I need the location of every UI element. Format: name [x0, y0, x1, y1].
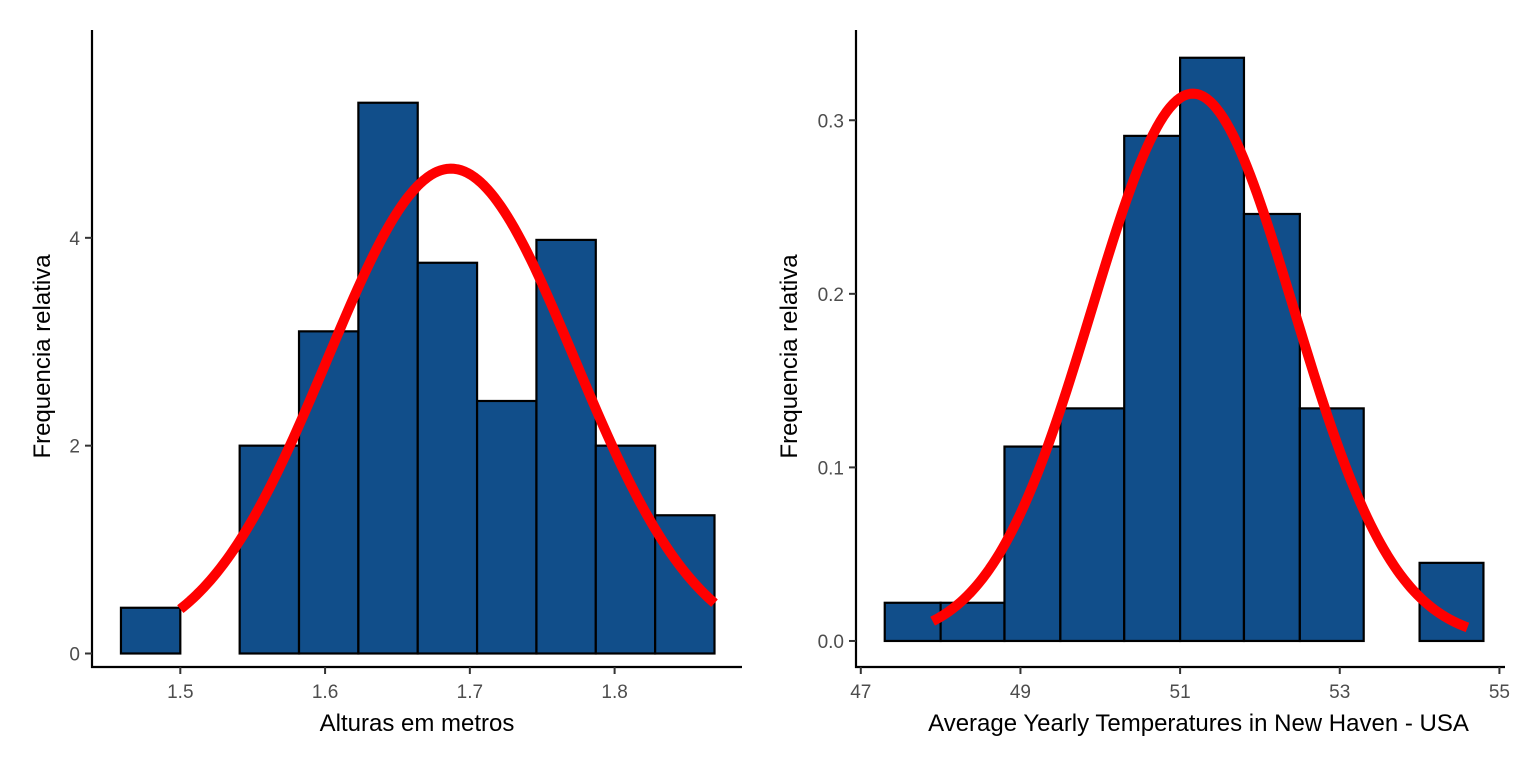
histogram-bar — [1242, 212, 1301, 643]
x-axis-title: Average Yearly Temperatures in New Haven… — [928, 710, 1469, 737]
x-tick-label: 53 — [1329, 682, 1350, 703]
histogram-bar — [119, 606, 182, 655]
x-tick-label: 51 — [1170, 682, 1191, 703]
x-tick-label: 49 — [1010, 682, 1031, 703]
y-axis-title: Frequencia relativa — [29, 254, 56, 459]
histogram-bar — [1123, 134, 1182, 643]
histogram-bar — [297, 330, 360, 655]
y-tick-label: 0 — [69, 644, 80, 665]
height-histogram-panel: 1.5 1.6 1.7 1.8 0 2 4 Alturas em metros Frequenc… — [29, 30, 742, 737]
histogram-bar — [416, 261, 479, 655]
histogram-bars — [883, 56, 1485, 643]
histogram-bar — [1298, 407, 1365, 643]
histogram-bar — [883, 601, 942, 643]
histogram-bar — [1059, 407, 1126, 643]
y-axis-title: Frequencia relativa — [776, 254, 803, 459]
x-tick-label: 47 — [850, 682, 871, 703]
y-tick-label: 0.3 — [818, 111, 844, 132]
y-tick-label: 0.0 — [818, 632, 844, 653]
density-curve — [930, 88, 1470, 633]
density-curve — [177, 163, 718, 614]
x-tick-label: 1.6 — [312, 682, 338, 703]
x-tick-label: 1.7 — [457, 682, 483, 703]
y-tick-label: 2 — [69, 437, 80, 458]
x-tick-label: 55 — [1489, 682, 1510, 703]
x-tick-label: 1.5 — [167, 682, 193, 703]
histogram-bars — [119, 101, 716, 655]
histogram-bar — [357, 101, 419, 655]
y-tick-label: 0.1 — [818, 458, 844, 479]
x-axis-title: Alturas em metros — [320, 710, 515, 737]
histogram-bar — [238, 444, 301, 655]
temperature-histogram-panel: 47 49 51 53 55 0.0 0.1 0.2 0.3 Average Yearly Tem… — [776, 30, 1510, 737]
histogram-bar — [1179, 56, 1246, 643]
y-tick-label: 0.2 — [818, 285, 844, 306]
histogram-bar — [535, 238, 597, 655]
y-tick-label: 4 — [69, 229, 80, 250]
histogram-bar — [475, 399, 538, 655]
x-tick-label: 1.8 — [601, 682, 627, 703]
